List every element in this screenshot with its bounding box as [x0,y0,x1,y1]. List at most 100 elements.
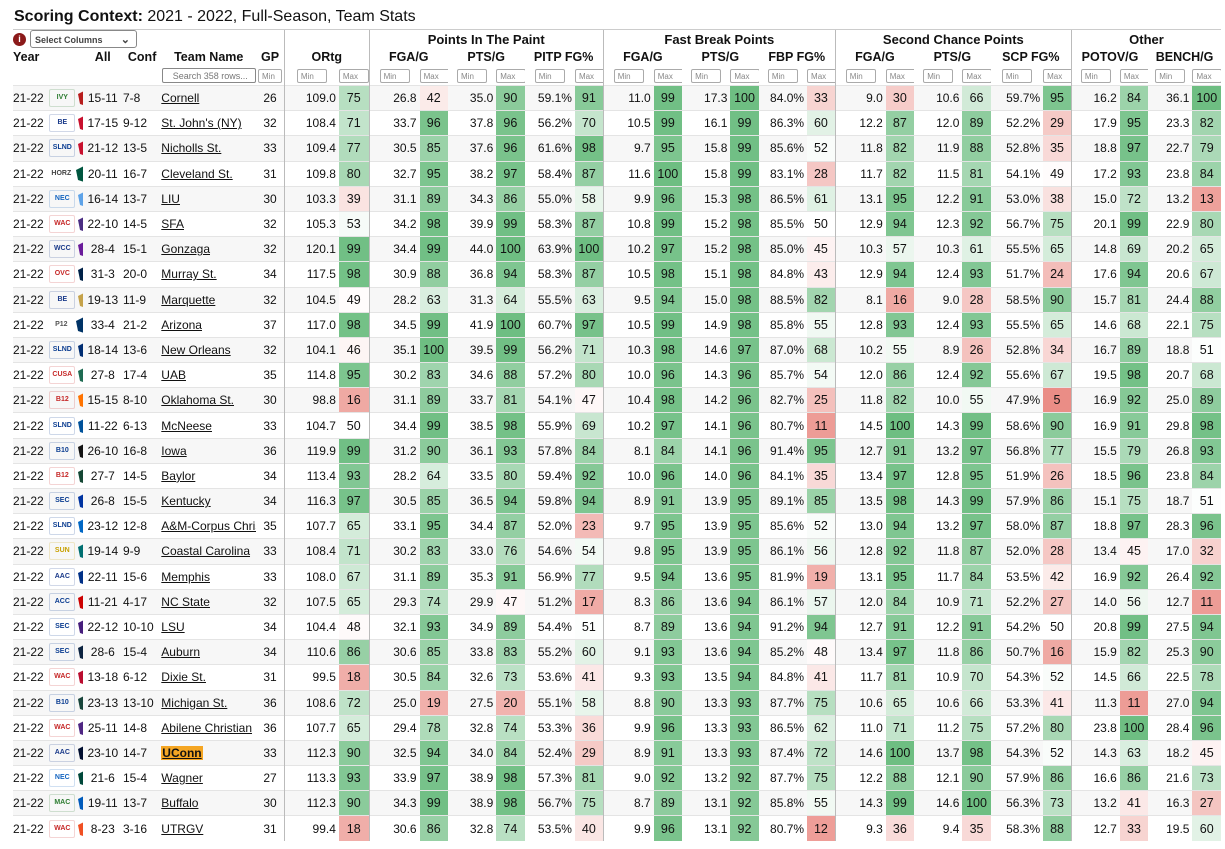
team-name-link[interactable]: Oklahoma St. [161,387,257,413]
table-row[interactable]: 21-22 WAC 22-10 14-5 SFA 32 105.3 53 34.2 98 39.9 9… [13,210,1221,237]
max-filter-input[interactable]: Max [730,68,759,83]
select-columns-dropdown[interactable]: Select Columns ⌄ [30,30,137,48]
table-row[interactable]: 21-22 AAC 22-11 15-6 Memphis 33 108.0 67 31.1 89 3… [13,563,1221,590]
team-name-link[interactable]: Nicholls St. [161,135,257,162]
max-filter-input[interactable]: Max [807,68,836,83]
table-row[interactable]: 21-22 B12 15-15 8-10 Oklahoma St. 30 98.8 16 31.… [13,387,1221,413]
table-row[interactable]: 21-22 B10 26-10 16-8 Iowa 36 119.9 99 31.2 90 36.1… [13,437,1221,464]
col-pitp-pts[interactable]: PTS/G [467,49,505,64]
min-filter-input[interactable]: Min [1080,68,1111,83]
min-filter-input[interactable]: Min [845,68,876,83]
table-row[interactable]: 21-22 WAC 25-11 14-8 Abilene Christian 36 107.… [13,714,1221,741]
max-filter-input[interactable]: Max [653,68,682,83]
table-row[interactable]: 21-22 SEC 28-6 15-4 Auburn 34 110.6 86 30.6 85 33.… [13,639,1221,665]
col-all[interactable]: All [94,49,111,64]
max-filter-input[interactable]: Max [962,68,991,83]
min-filter-input[interactable]: Min [296,68,327,83]
max-filter-input[interactable]: Max [574,68,604,83]
table-row[interactable]: 21-22 SEC 26-8 15-5 Kentucky 34 116.3 97 30.5 85 3… [13,487,1221,514]
team-name-link[interactable]: Arizona [161,311,257,338]
table-row[interactable]: 21-22 CUSA 27-8 17-4 UAB 35 114.8 95 30.2 83 34.6 8… [13,362,1221,388]
table-row[interactable]: 21-22 BE 17-15 9-12 St. John's (NY) 32 108.4 71… [13,110,1221,136]
min-filter-input[interactable]: Min [923,68,954,83]
team-name-link[interactable]: New Orleans [161,336,257,363]
col-potov[interactable]: POTOV/G [1070,48,1149,65]
col-bench[interactable]: BENCH/G [1155,49,1214,64]
team-name-link[interactable]: UConn [161,739,257,766]
col-pitp-pct[interactable]: PITP FG% [533,49,594,64]
team-name-link[interactable]: Kentucky [161,487,257,514]
col-scp-pts[interactable]: PTS/G [933,49,972,64]
team-name-link[interactable]: McNeese [161,412,257,439]
table-row[interactable]: 21-22 ACC 11-21 4-17 NC State 32 107.5 65 29.3 74… [13,588,1221,615]
team-name-link[interactable]: Coastal Carolina [161,538,257,565]
team-name-link[interactable]: NC State [161,588,257,615]
col-scp-pct[interactable]: SCP FG% [1002,49,1060,64]
team-name-link[interactable]: LSU [161,613,257,640]
min-filter-input[interactable]: Min [1155,68,1186,83]
col-fbp-fga[interactable]: FGA/G [602,48,682,65]
col-fbp-pts[interactable]: PTS/G [682,48,759,65]
table-row[interactable]: 21-22 MAC 19-11 13-7 Buffalo 30 112.3 90 34.3 99 3… [13,790,1221,816]
table-row[interactable]: 21-22 SLND 18-14 13-6 New Orleans 32 104.1 46 35… [13,336,1221,363]
table-row[interactable]: 21-22 SLND 21-12 13-5 Nicholls St. 33 109.4 77 3… [13,135,1221,162]
table-row[interactable]: 21-22 OVC 31-3 20-0 Murray St. 34 117.5 98 30.9 8… [13,261,1221,287]
min-filter-input[interactable]: Min [767,68,798,83]
col-team[interactable]: Team Name [174,49,244,64]
max-filter-input[interactable]: Max [1043,68,1072,83]
table-row[interactable]: 21-22 B12 27-7 14-5 Baylor 34 113.4 93 28.2 64 33.… [13,462,1221,489]
team-name-link[interactable]: A&M-Corpus Chris [161,513,257,539]
max-filter-input[interactable]: Max [496,68,525,83]
team-name-link[interactable]: UTRGV [161,815,257,842]
table-row[interactable]: 21-22 NEC 16-14 13-7 LIU 30 103.3 39 31.1 89 34.3 8… [13,185,1221,212]
gp-min-input[interactable]: Min [258,68,283,83]
max-filter-input[interactable]: Max [419,68,448,83]
team-search-input[interactable]: Search 358 rows... [161,67,256,83]
team-name-link[interactable]: Cornell [161,84,257,111]
min-filter-input[interactable]: Min [379,68,410,83]
table-row[interactable]: 21-22 BE 19-13 11-9 Marquette 32 104.5 49 28.2 63… [13,286,1221,313]
col-conf[interactable]: Conf [127,49,157,64]
max-filter-input[interactable]: Max [885,68,914,83]
team-name-link[interactable]: Michigan St. [161,689,257,716]
max-filter-input[interactable]: Max [338,68,369,83]
table-row[interactable]: 21-22 HORZ 20-11 16-7 Cleveland St. 31 109.8 80… [13,160,1221,187]
team-name-link[interactable]: Dixie St. [161,664,257,690]
table-row[interactable]: 21-22 NEC 21-6 15-4 Wagner 27 113.3 93 33.9 97 38.… [13,765,1221,791]
table-row[interactable]: 21-22 SUN 19-14 9-9 Coastal Carolina 33 108.4 7… [13,538,1221,565]
table-row[interactable]: 21-22 SLND 11-22 6-13 McNeese 33 104.7 50 34.4 99… [13,412,1221,439]
team-name-link[interactable]: Murray St. [161,261,257,287]
col-pitp-fga[interactable]: FGA/G [368,48,448,65]
team-name-link[interactable]: Gonzaga [161,236,257,262]
team-name-link[interactable]: Marquette [161,286,257,313]
team-name-link[interactable]: St. John's (NY) [161,110,257,136]
team-name-link[interactable]: Auburn [161,639,257,665]
table-row[interactable]: 21-22 WCC 28-4 15-1 Gonzaga 32 120.1 99 34.4 99 44… [13,236,1221,262]
table-row[interactable]: 21-22 SLND 23-12 12-8 A&M-Corpus Chris 35 107.… [13,513,1221,539]
max-filter-input[interactable]: Max [1192,68,1221,83]
team-name-link[interactable]: LIU [161,185,257,212]
team-name-link[interactable]: Buffalo [161,790,257,816]
col-fbp-pct[interactable]: FBP FG% [768,49,826,64]
team-name-link[interactable]: Wagner [161,765,257,791]
team-name-link[interactable]: SFA [161,210,257,237]
table-row[interactable]: 21-22 SEC 22-12 10-10 LSU 34 104.4 48 32.1 93 34.9… [13,613,1221,640]
team-name-link[interactable]: Memphis [161,563,257,590]
table-row[interactable]: 21-22 WAC 8-23 3-16 UTRGV 31 99.4 18 30.6 86 32.8 7… [13,815,1221,842]
team-name-link[interactable]: UAB [161,362,257,388]
team-name-link[interactable]: Baylor [161,462,257,489]
col-ortg[interactable]: ORtg [283,48,370,65]
max-filter-input[interactable]: Max [1119,68,1149,83]
min-filter-input[interactable]: Min [457,68,488,83]
team-name-link[interactable]: Cleveland St. [161,160,257,187]
min-filter-input[interactable]: Min [534,68,565,83]
table-row[interactable]: 21-22 AAC 23-10 14-7 UConn 33 112.3 90 32.5 94 34.… [13,739,1221,766]
col-scp-fga[interactable]: FGA/G [834,48,914,65]
team-name-link[interactable]: Iowa [161,437,257,464]
min-filter-input[interactable]: Min [613,68,644,83]
table-row[interactable]: 21-22 IVY 15-11 7-8 Cornell 26 109.0 75 26.8 42 35… [13,84,1221,111]
col-year[interactable]: Year [13,49,40,64]
table-row[interactable]: 21-22 P12 33-4 21-2 Arizona 37 117.0 98 34.5 99 41… [13,311,1221,338]
min-filter-input[interactable]: Min [691,68,722,83]
team-name-link[interactable]: Abilene Christian [161,714,257,741]
